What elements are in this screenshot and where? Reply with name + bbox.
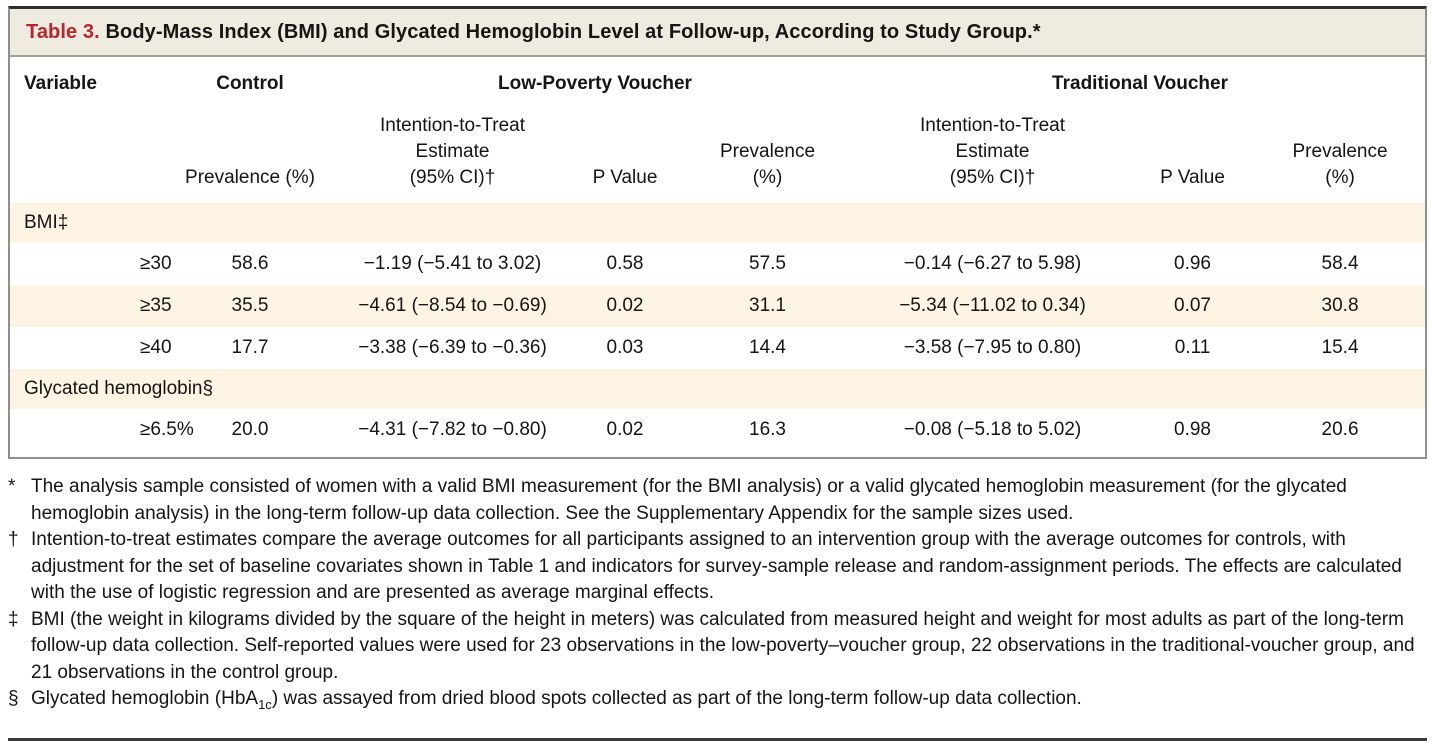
header-spacer — [10, 105, 165, 203]
subheader-tv-prevalence: Prevalence (%) — [1292, 141, 1388, 188]
subheader-tv-itt-estimate: Intention-to-Treat Estimate (95% CI)† — [919, 115, 1066, 188]
cell-tv-p-value: 0.96 — [1174, 253, 1211, 274]
cell-lpv-p-value: 0.03 — [606, 337, 644, 358]
cell-lpv-estimate: −3.38 (−6.39 to −0.36) — [358, 337, 547, 358]
footnote-itt-estimates: † Intention-to-treat estimates compare t… — [8, 527, 1429, 607]
footnote-text: Intention-to-treat estimates compare the… — [31, 529, 1402, 603]
cell-tv-prevalence: 15.4 — [1321, 337, 1359, 358]
results-table: Variable Control Low-Poverty Voucher Tra… — [10, 57, 1426, 451]
table-number-label: Table 3. — [26, 21, 100, 43]
cell-lpv-estimate: −4.61 (−8.54 to −0.69) — [358, 295, 547, 316]
row-label: ≥6.5% — [140, 419, 194, 440]
cell-lpv-prevalence: 16.3 — [749, 419, 786, 440]
footnote-marker-double-dagger: ‡ — [8, 608, 19, 630]
group-header-control: Control — [216, 73, 284, 94]
subheader-control-prevalence: Prevalence (%) — [185, 167, 315, 188]
footnote-text-after: ) was assayed from dried blood spots col… — [271, 688, 1082, 709]
table-title-text: Body-Mass Index (BMI) and Glycated Hemog… — [99, 21, 1041, 43]
cell-tv-estimate: −0.08 (−5.18 to 5.02) — [903, 419, 1082, 440]
table-row-bmi-35: ≥35 35.5 −4.61 (−8.54 to −0.69) 0.02 31.… — [10, 285, 1426, 327]
cell-tv-p-value: 0.98 — [1174, 419, 1211, 440]
footnote-text: Glycated hemoglobin (HbA1c) was assayed … — [31, 686, 1429, 713]
table3-frame: Table 3. Body-Mass Index (BMI) and Glyca… — [8, 6, 1427, 459]
cell-lpv-prevalence: 31.1 — [749, 295, 786, 316]
group-header-low-poverty-voucher: Low-Poverty Voucher — [498, 73, 692, 94]
section-label-bmi: BMI‡ — [24, 212, 69, 233]
footnote-text: The analysis sample consisted of women w… — [31, 476, 1347, 524]
subheader-lpv-prevalence: Prevalence (%) — [719, 141, 816, 188]
cell-tv-prevalence: 30.8 — [1321, 295, 1359, 316]
cell-control-prevalence: 58.6 — [231, 253, 269, 274]
cell-lpv-estimate: −1.19 (−5.41 to 3.02) — [363, 253, 542, 274]
cell-tv-estimate: −5.34 (−11.02 to 0.34) — [899, 295, 1086, 316]
row-label: ≥35 — [140, 295, 172, 316]
cell-lpv-p-value: 0.58 — [606, 253, 644, 274]
subheader-tv-p-value: P Value — [1160, 167, 1225, 188]
cell-lpv-prevalence: 14.4 — [749, 337, 786, 358]
footnote-bmi-measurement: ‡ BMI (the weight in kilograms divided b… — [8, 607, 1429, 687]
table-row-bmi-40: ≥40 17.7 −3.38 (−6.39 to −0.36) 0.03 14.… — [10, 327, 1425, 369]
footnote-glycated-hemoglobin: § Glycated hemoglobin (HbA1c) was assaye… — [8, 686, 1429, 713]
footnote-marker-asterisk: * — [8, 476, 16, 497]
footnote-subscript-1c: 1c — [258, 696, 272, 712]
cell-tv-prevalence: 20.6 — [1321, 419, 1359, 440]
section-row-glycated-hemoglobin: Glycated hemoglobin§ — [10, 369, 1426, 409]
col-header-variable: Variable — [24, 73, 97, 94]
cell-tv-estimate: −3.58 (−7.95 to 0.80) — [903, 337, 1082, 358]
group-header-traditional-voucher: Traditional Voucher — [1052, 73, 1229, 94]
footnote-analysis-sample: * The analysis sample consisted of women… — [8, 474, 1429, 527]
table-row-hba1c-6-5: ≥6.5% 20.0 −4.31 (−7.82 to −0.80) 0.02 1… — [10, 409, 1425, 451]
footnote-marker-section: § — [8, 688, 19, 709]
cell-control-prevalence: 17.7 — [231, 337, 269, 358]
footnotes: * The analysis sample consisted of women… — [8, 474, 1429, 713]
cell-tv-estimate: −0.14 (−6.27 to 5.98) — [903, 253, 1082, 274]
cell-lpv-p-value: 0.02 — [606, 295, 644, 316]
subheader-lpv-itt-estimate: Intention-to-Treat Estimate (95% CI)† — [379, 115, 526, 188]
section-label-glycated-hemoglobin: Glycated hemoglobin§ — [24, 378, 214, 399]
section-row-bmi: BMI‡ — [10, 203, 1426, 243]
cell-lpv-p-value: 0.02 — [606, 419, 644, 440]
cell-tv-prevalence: 58.4 — [1321, 253, 1359, 274]
header-group-row: Variable Control Low-Poverty Voucher Tra… — [10, 57, 1425, 105]
footnote-marker-dagger: † — [8, 529, 19, 550]
subheader-lpv-p-value: P Value — [592, 167, 658, 188]
footnote-text-before: Glycated hemoglobin (HbA — [31, 688, 259, 709]
footnote-text: BMI (the weight in kilograms divided by … — [31, 608, 1415, 683]
cell-control-prevalence: 35.5 — [231, 295, 269, 316]
table-row-bmi-30: ≥30 58.6 −1.19 (−5.41 to 3.02) 0.58 57.5… — [10, 243, 1425, 285]
row-label: ≥40 — [140, 337, 172, 358]
cell-lpv-prevalence: 57.5 — [749, 253, 786, 274]
cell-tv-p-value: 0.11 — [1174, 337, 1211, 358]
table-title-bar: Table 3. Body-Mass Index (BMI) and Glyca… — [10, 9, 1425, 57]
bottom-rule — [8, 738, 1427, 741]
row-label: ≥30 — [140, 253, 172, 274]
cell-control-prevalence: 20.0 — [231, 419, 269, 440]
cell-lpv-estimate: −4.31 (−7.82 to −0.80) — [358, 419, 547, 440]
header-sub-row: Prevalence (%) Intention-to-Treat Estima… — [10, 105, 1425, 203]
cell-tv-p-value: 0.07 — [1174, 295, 1211, 316]
